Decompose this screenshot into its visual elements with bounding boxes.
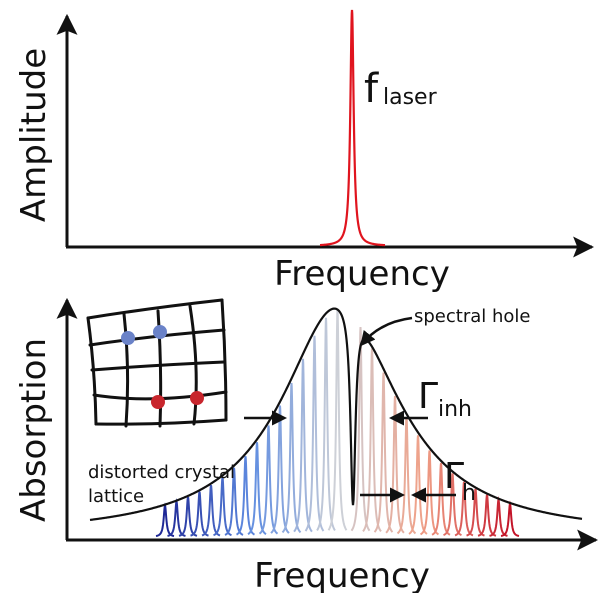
hole-label: spectral hole <box>414 306 530 327</box>
homogeneous-line <box>500 500 520 537</box>
x-axis-label: Frequency <box>254 556 430 593</box>
homogeneous-line <box>408 435 428 535</box>
crystal-lattice <box>86 298 228 428</box>
gamma-inh-subscript: inh <box>438 397 472 422</box>
homogeneous-line <box>293 358 313 533</box>
absorption-envelope <box>89 307 583 522</box>
gamma-inh: Γ <box>418 376 438 417</box>
gamma-h-subscript: h <box>462 481 476 506</box>
gamma-h: Γ <box>444 456 464 497</box>
laser-subscript: laser <box>383 85 438 110</box>
homogeneous-line <box>258 425 279 535</box>
atom <box>153 325 167 339</box>
homogeneous-line <box>281 382 302 534</box>
laser-peak <box>319 9 386 247</box>
homogeneous-line <box>419 450 440 536</box>
atom <box>121 331 135 345</box>
homogeneous-line <box>247 442 267 536</box>
homogeneous-line <box>396 417 417 535</box>
arrow <box>360 316 413 347</box>
homogeneous-line <box>385 395 405 534</box>
laser-line <box>319 9 386 247</box>
atom <box>151 395 165 409</box>
lattice-label: distorted crystal <box>88 462 235 483</box>
homogeneous-line <box>155 502 175 538</box>
homogeneous-line <box>316 317 336 531</box>
laser-symbol: f <box>364 66 379 112</box>
homogeneous-line <box>362 348 382 532</box>
y-axis-label: Absorption <box>14 338 54 522</box>
homogeneous-line <box>213 477 232 537</box>
homogeneous-line <box>304 335 325 532</box>
homogeneous-line <box>373 372 394 533</box>
homogeneous-line <box>201 484 221 537</box>
homogeneous-line <box>167 498 186 537</box>
homogeneous-line <box>489 496 508 537</box>
homogeneous-line <box>327 309 348 531</box>
homogeneous-line <box>477 494 497 537</box>
y-axis-label: Amplitude <box>14 48 54 222</box>
atom <box>190 391 204 405</box>
homogeneous-line <box>270 405 290 534</box>
x-axis-label: Frequency <box>274 254 450 294</box>
homogeneous-line <box>190 491 209 537</box>
lattice-label: lattice <box>88 486 144 507</box>
homogeneous-line <box>236 456 255 536</box>
homogeneous-line <box>178 496 198 537</box>
